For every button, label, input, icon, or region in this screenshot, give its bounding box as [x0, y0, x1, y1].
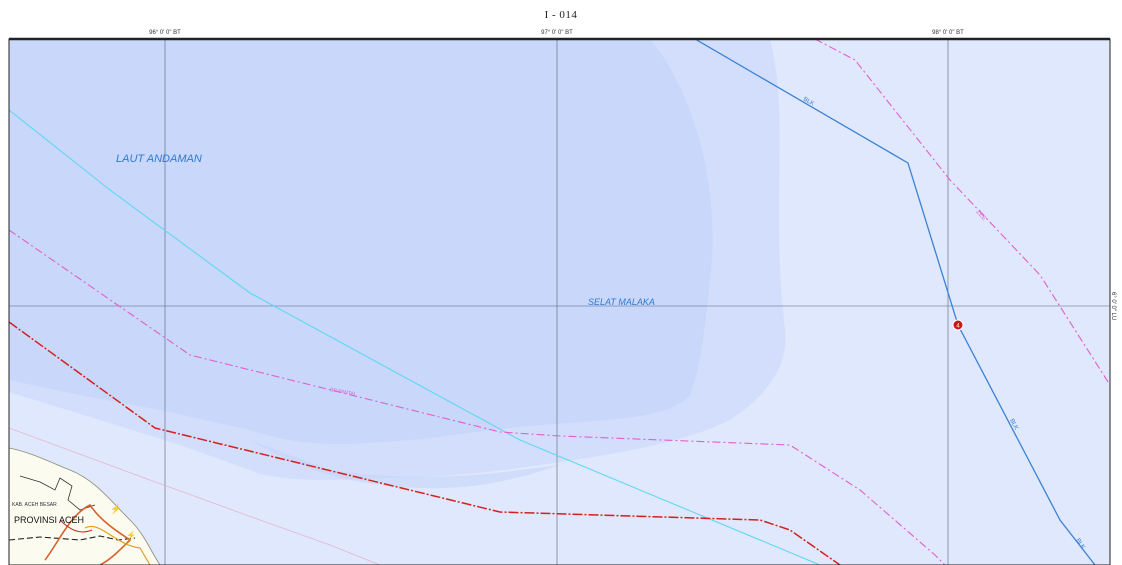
map-content: ⚡ ⚡ BLK BLK BLK ZEE BP PANTAI 4 LAUT AND…	[9, 39, 1110, 565]
point-marker[interactable]: 4	[952, 319, 964, 331]
zee-line	[814, 39, 1110, 386]
power-icon: ⚡	[110, 503, 121, 515]
river-red	[59, 519, 93, 533]
regency-boundary	[19, 475, 96, 511]
magenta-line-south	[9, 229, 946, 565]
cyan-boundary-line	[9, 109, 821, 565]
label-provinsi-aceh: PROVINSI ACEH	[14, 515, 84, 525]
longitude-label-98: 98° 0' 0" BT	[932, 30, 964, 36]
sea-deep-lobe	[250, 440, 560, 489]
longitude-label-96: 96° 0' 0" BT	[149, 30, 181, 36]
blk-label-3: BLK	[1074, 538, 1085, 551]
power-icon-2: ⚡	[126, 530, 136, 540]
line-label-pantai: BP PANTAI	[330, 387, 356, 397]
label-kab-aceh-besar: KAB. ACEH BESAR	[12, 502, 57, 508]
faint-pink-line	[9, 427, 381, 565]
blk-label-2: BLK	[1008, 418, 1019, 431]
label-laut-andaman: LAUT ANDAMAN	[116, 153, 202, 165]
sea-deep-area	[9, 39, 713, 445]
point-marker-number: 4	[956, 324, 960, 330]
province-boundary	[9, 535, 136, 541]
red-boundary-line	[9, 321, 841, 565]
land-aceh	[9, 447, 161, 565]
road-secondary	[84, 525, 151, 565]
road-main	[44, 503, 132, 565]
label-selat-malaka: SELAT MALAKA	[588, 297, 655, 307]
longitude-label-97: 97° 0' 0" BT	[541, 30, 573, 36]
blk-label-1: BLK	[802, 97, 815, 108]
sheet-title: I - 014	[544, 9, 578, 21]
